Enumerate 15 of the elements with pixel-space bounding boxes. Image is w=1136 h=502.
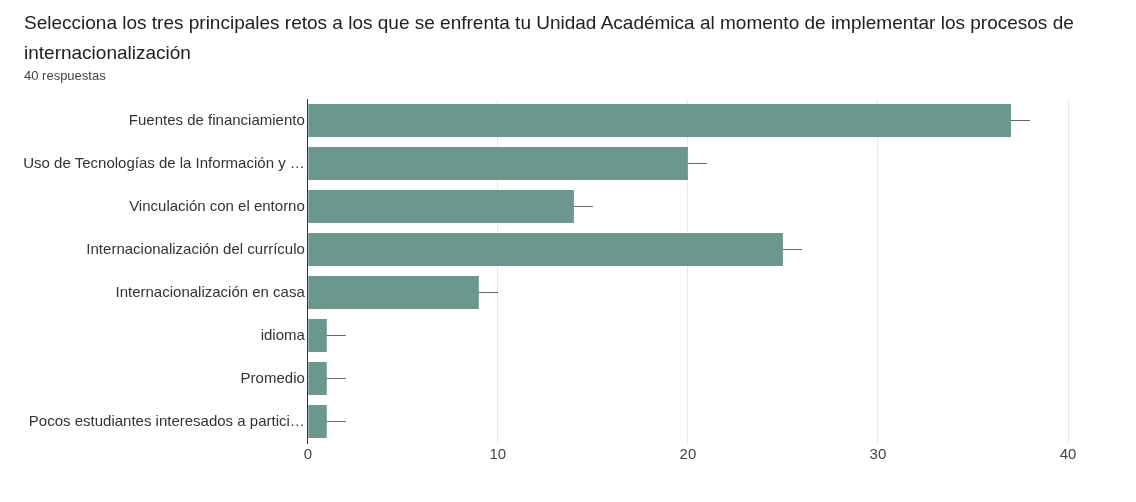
y-tick-label: Uso de Tecnologías de la Información y … xyxy=(23,153,305,171)
x-tick-label: 20 xyxy=(679,445,697,463)
y-tick-label: Internacionalización del currículo xyxy=(86,239,305,257)
y-tick-label: idioma xyxy=(260,325,306,343)
y-tick-label: Promedio xyxy=(240,368,305,386)
x-tick-label: 40 xyxy=(1059,445,1077,463)
text: 40 respuestas xyxy=(23,68,107,83)
y-tick-label: Vinculación con el entorno xyxy=(129,196,305,214)
x-tick-label: 10 xyxy=(489,445,507,463)
x-tick-label: 0 xyxy=(303,445,312,463)
x-tick-label: 30 xyxy=(869,445,887,463)
y-tick-label: Pocos estudiantes interesados a partici… xyxy=(28,411,305,429)
y-tick-label: Fuentes de financiamiento xyxy=(128,110,305,128)
chart-title: Selecciona los tres principales retos a los que se enfrenta tu Unidad Académica al momento de implementar los procesos de internacionalización xyxy=(23,11,1075,65)
y-tick-label: Internacionalización en casa xyxy=(115,282,306,300)
